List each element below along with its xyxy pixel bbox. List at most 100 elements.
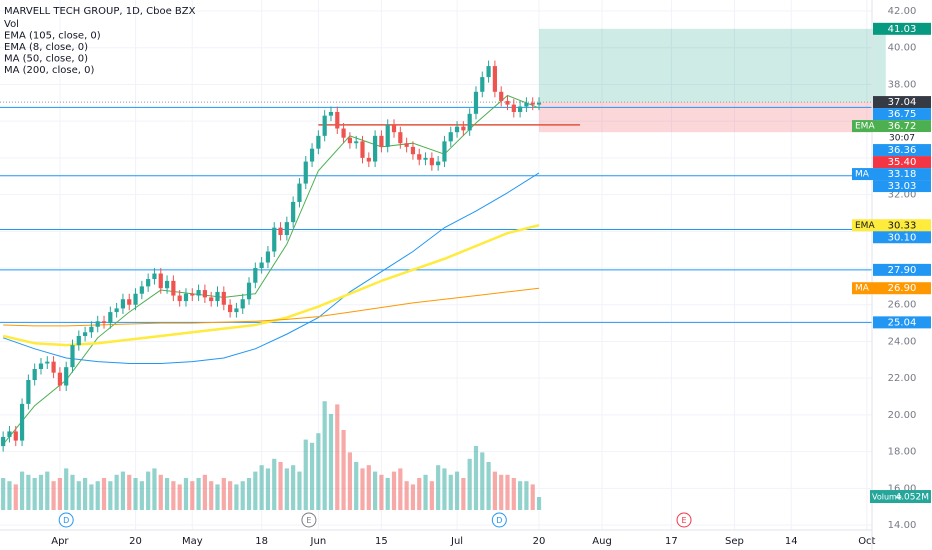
volume-bar <box>196 478 201 510</box>
price-label: 41.03 <box>888 24 917 35</box>
price-label: 37.04 <box>888 97 917 108</box>
volume-bar <box>51 481 56 510</box>
candle-body <box>429 157 434 166</box>
candle-body <box>202 290 207 298</box>
countdown: 30:07 <box>889 134 915 144</box>
volume-bar <box>530 484 535 510</box>
candle-body <box>127 299 132 305</box>
volume-bar <box>417 478 422 510</box>
candle-body <box>291 201 296 223</box>
volume-bar <box>246 478 252 510</box>
candle-body <box>454 126 460 133</box>
candle-body <box>120 299 126 309</box>
candle-body <box>190 293 195 296</box>
candle-body <box>347 137 352 144</box>
candle-body <box>391 124 397 133</box>
price-label-bg <box>873 316 931 329</box>
candle-body <box>76 335 81 346</box>
volume-bar <box>171 481 176 510</box>
volume-bar <box>278 462 283 510</box>
candle-body <box>196 290 201 296</box>
candle-body <box>373 135 378 162</box>
candle-body <box>57 372 62 386</box>
volume-bar <box>57 478 62 510</box>
countdown-bg <box>873 132 931 145</box>
volume-bar <box>19 471 25 510</box>
candle-body <box>133 293 138 305</box>
pos-layer <box>539 28 886 133</box>
candle-body <box>45 361 50 364</box>
volume-bar <box>328 414 334 510</box>
candle-body <box>499 91 504 101</box>
price-label: 33.03 <box>888 181 917 192</box>
candle-body <box>398 132 403 144</box>
candle-body <box>303 161 308 184</box>
price-label-bg <box>873 96 931 109</box>
y-tick-label: 16.00 <box>888 483 917 494</box>
y-tick-label: 26.00 <box>888 300 917 311</box>
ma-label-name: MA <box>855 284 870 294</box>
stop-zone <box>539 102 886 133</box>
candle-body <box>505 100 510 105</box>
volume-bar <box>467 458 472 510</box>
y-tick-label: 22.00 <box>888 373 917 384</box>
candle-body <box>511 104 516 112</box>
volume-bar <box>436 465 441 510</box>
legend-entry: EMA (8, close, 0) <box>4 42 88 53</box>
volume-bar <box>291 465 296 510</box>
volume-bar <box>303 439 308 510</box>
candle-body <box>70 345 75 368</box>
candle-body <box>19 403 25 441</box>
candle-body <box>152 273 157 280</box>
price-label-bg <box>873 263 931 276</box>
candle-body <box>114 308 119 313</box>
candle-body <box>385 124 390 147</box>
volume-bar <box>454 471 460 510</box>
volume-label-value: 4.052M <box>895 493 929 503</box>
event-label: D <box>496 516 502 525</box>
price-label-bg <box>873 108 931 121</box>
price-label: 25.04 <box>888 317 917 328</box>
candle-body <box>164 280 170 289</box>
candle-body <box>524 102 529 107</box>
volume-bar <box>272 458 277 510</box>
legend-entry: MA (50, close, 0) <box>4 54 88 65</box>
candle-body <box>328 111 334 116</box>
volume-bar <box>354 462 359 510</box>
price-label: 36.75 <box>888 109 917 120</box>
x-tick-label: 14 <box>785 536 798 547</box>
volume-bar <box>284 468 289 510</box>
candle-body <box>536 102 542 105</box>
volume-bar <box>32 478 37 510</box>
volume-bar <box>423 474 428 510</box>
candle-body <box>448 132 453 142</box>
volume-bar <box>1 478 6 510</box>
target-zone <box>539 28 886 103</box>
volume-bar <box>309 442 315 510</box>
candle-body <box>221 291 226 305</box>
candle-body <box>461 126 466 131</box>
legend: MARVELL TECH GROUP, 1D, Cboe BZX VolEMA … <box>4 6 196 76</box>
volume-bar <box>335 404 340 510</box>
candle-body <box>158 273 163 289</box>
candle-body <box>272 227 277 252</box>
x-tick-label: 17 <box>665 536 678 547</box>
ma-label-value: 36.72 <box>888 121 917 132</box>
volume-bar <box>524 481 529 510</box>
candle-body <box>480 77 485 92</box>
candle-body <box>139 286 144 294</box>
candle-body <box>259 262 264 269</box>
volume-bar <box>379 474 384 510</box>
event-marker <box>301 512 317 528</box>
x-tick-label: Apr <box>51 536 69 547</box>
x-tick-label: Jun <box>310 536 327 547</box>
candle-body <box>518 106 523 112</box>
x-tick-label: 20 <box>533 536 546 547</box>
ma-label-bg <box>852 168 931 181</box>
volume-bar <box>511 478 516 510</box>
candle-body <box>209 297 214 302</box>
volume-bar <box>146 471 151 510</box>
volume-bar <box>158 474 163 510</box>
price-label-bg <box>873 180 931 193</box>
